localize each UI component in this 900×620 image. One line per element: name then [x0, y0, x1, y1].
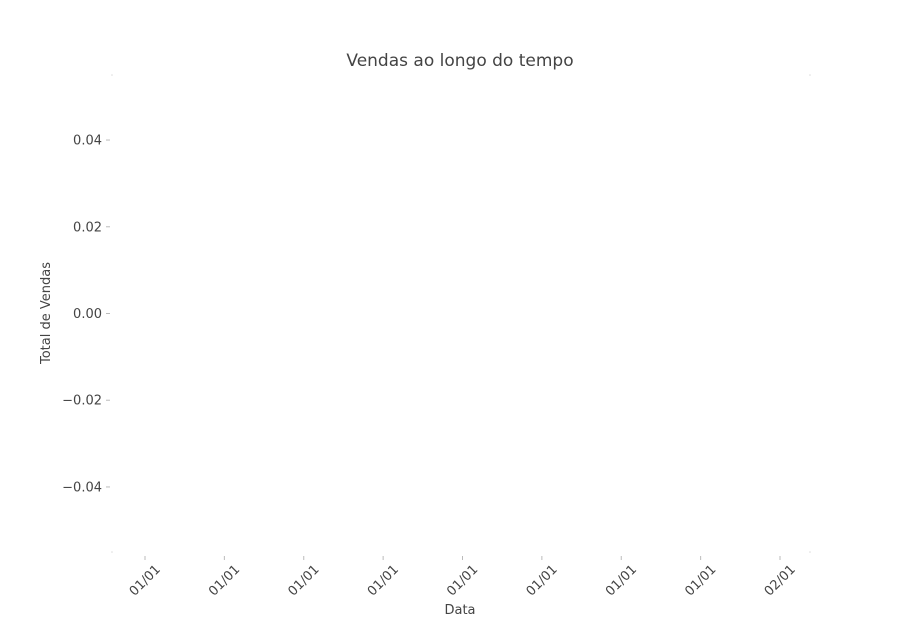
x-tick-label: 01/01	[285, 562, 322, 599]
x-tick-label: 01/01	[444, 562, 481, 599]
y-axis-label: Total de Vendas	[39, 262, 54, 365]
plot-area	[111, 74, 811, 553]
plot-corner-2	[111, 551, 113, 553]
plot-corner-0	[111, 74, 113, 76]
x-tick-label: 01/01	[206, 562, 243, 599]
y-tick-label: 0.00	[73, 307, 102, 322]
chart-title: Vendas ao longo do tempo	[346, 51, 573, 71]
y-tick-label: −0.04	[62, 480, 102, 495]
plot-corner-1	[809, 74, 811, 76]
y-tick-label: 0.04	[73, 134, 102, 149]
plot-corner-3	[809, 551, 811, 553]
x-tick-label: 01/01	[365, 562, 402, 599]
x-axis-label: Data	[444, 603, 475, 618]
y-tick-label: −0.02	[62, 394, 102, 409]
x-axis-ticks: 01/01 01/01 01/01 01/01 01/01 01/01 01/01 01/01…	[127, 556, 799, 599]
x-tick-label: 01/01	[682, 562, 719, 599]
y-axis-ticks: 0.04 0.02 0.00 −0.02 −0.04	[62, 134, 110, 495]
x-tick-label: 02/01	[762, 562, 799, 599]
x-tick-label: 01/01	[603, 562, 640, 599]
x-tick-label: 01/01	[524, 562, 561, 599]
y-tick-label: 0.02	[73, 220, 102, 235]
x-tick-label: 01/01	[127, 562, 164, 599]
